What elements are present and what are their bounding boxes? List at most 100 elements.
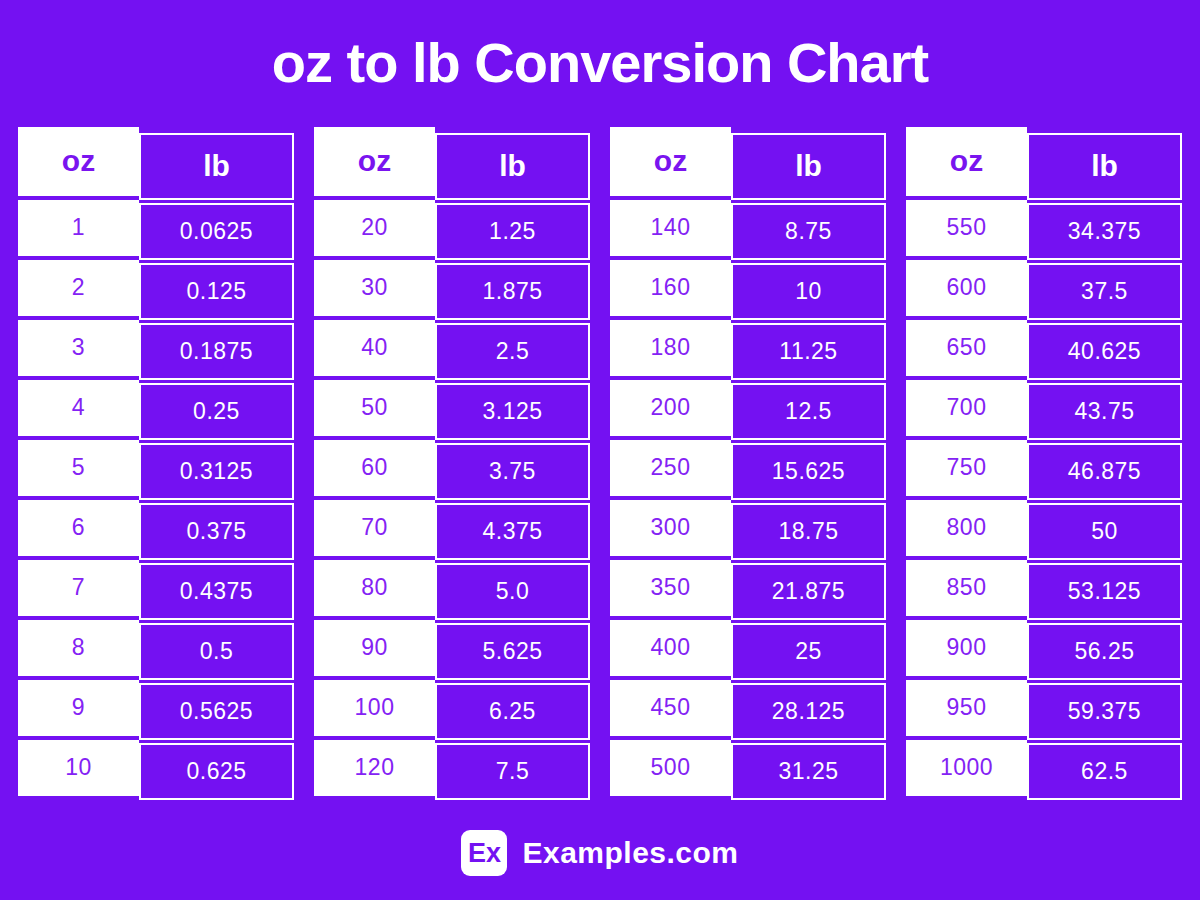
oz-value-cell: 3 [18, 320, 139, 376]
oz-value-cell: 950 [906, 680, 1027, 736]
lb-value-cell: 0.4375 [139, 563, 294, 620]
oz-value-cell: 250 [610, 440, 731, 496]
lb-value-cell: 0.5 [139, 623, 294, 680]
lb-value-cell: 2.5 [435, 323, 590, 380]
lb-value-cell: 0.625 [139, 743, 294, 800]
oz-value-cell: 900 [906, 620, 1027, 676]
oz-value-cell: 4 [18, 380, 139, 436]
lb-column: lb34.37537.540.62543.7546.8755053.12556.… [1027, 133, 1182, 800]
lb-value-cell: 0.375 [139, 503, 294, 560]
lb-value-cell: 59.375 [1027, 683, 1182, 740]
footer-site-name: Examples.com [522, 836, 738, 870]
lb-value-cell: 8.75 [731, 203, 886, 260]
lb-value-cell: 25 [731, 623, 886, 680]
oz-column: oz140160180200250300350400450500 [610, 127, 731, 796]
oz-column: oz5506006507007508008509009501000 [906, 127, 1027, 796]
footer-brand: Ex Examples.com [0, 830, 1200, 876]
lb-value-cell: 37.5 [1027, 263, 1182, 320]
oz-value-cell: 8 [18, 620, 139, 676]
oz-value-cell: 750 [906, 440, 1027, 496]
lb-value-cell: 21.875 [731, 563, 886, 620]
lb-column-header: lb [731, 133, 886, 200]
oz-value-cell: 500 [610, 740, 731, 796]
lb-value-cell: 0.1875 [139, 323, 294, 380]
oz-value-cell: 400 [610, 620, 731, 676]
oz-value-cell: 140 [610, 200, 731, 256]
oz-value-cell: 10 [18, 740, 139, 796]
oz-value-cell: 450 [610, 680, 731, 736]
lb-value-cell: 0.0625 [139, 203, 294, 260]
oz-value-cell: 850 [906, 560, 1027, 616]
lb-value-cell: 3.125 [435, 383, 590, 440]
oz-value-cell: 1 [18, 200, 139, 256]
lb-column-header: lb [139, 133, 294, 200]
oz-value-cell: 700 [906, 380, 1027, 436]
lb-column-header: lb [435, 133, 590, 200]
lb-value-cell: 6.25 [435, 683, 590, 740]
oz-column: oz12345678910 [18, 127, 139, 796]
lb-value-cell: 0.125 [139, 263, 294, 320]
oz-value-cell: 300 [610, 500, 731, 556]
oz-column-header: oz [314, 127, 435, 196]
lb-value-cell: 10 [731, 263, 886, 320]
lb-value-cell: 4.375 [435, 503, 590, 560]
lb-value-cell: 5.0 [435, 563, 590, 620]
oz-column-header: oz [18, 127, 139, 196]
lb-value-cell: 43.75 [1027, 383, 1182, 440]
oz-value-cell: 800 [906, 500, 1027, 556]
lb-value-cell: 7.5 [435, 743, 590, 800]
conversion-table: oz140160180200250300350400450500lb8.7510… [610, 127, 886, 800]
oz-value-cell: 80 [314, 560, 435, 616]
lb-value-cell: 11.25 [731, 323, 886, 380]
conversion-tables: oz12345678910lb0.06250.1250.18750.250.31… [18, 127, 1182, 800]
lb-value-cell: 53.125 [1027, 563, 1182, 620]
lb-value-cell: 28.125 [731, 683, 886, 740]
lb-value-cell: 18.75 [731, 503, 886, 560]
oz-value-cell: 2 [18, 260, 139, 316]
oz-value-cell: 7 [18, 560, 139, 616]
oz-value-cell: 40 [314, 320, 435, 376]
conversion-table: oz12345678910lb0.06250.1250.18750.250.31… [18, 127, 294, 800]
lb-column-header: lb [1027, 133, 1182, 200]
oz-value-cell: 600 [906, 260, 1027, 316]
lb-value-cell: 0.25 [139, 383, 294, 440]
conversion-table: oz5506006507007508008509009501000lb34.37… [906, 127, 1182, 800]
lb-column: lb0.06250.1250.18750.250.31250.3750.4375… [139, 133, 294, 800]
lb-value-cell: 12.5 [731, 383, 886, 440]
oz-column: oz2030405060708090100120 [314, 127, 435, 796]
lb-value-cell: 50 [1027, 503, 1182, 560]
oz-value-cell: 5 [18, 440, 139, 496]
lb-column: lb1.251.8752.53.1253.754.3755.05.6256.25… [435, 133, 590, 800]
lb-value-cell: 34.375 [1027, 203, 1182, 260]
oz-value-cell: 50 [314, 380, 435, 436]
oz-value-cell: 100 [314, 680, 435, 736]
page-title: oz to lb Conversion Chart [0, 0, 1200, 94]
oz-value-cell: 20 [314, 200, 435, 256]
lb-value-cell: 15.625 [731, 443, 886, 500]
lb-value-cell: 5.625 [435, 623, 590, 680]
lb-column: lb8.751011.2512.515.62518.7521.8752528.1… [731, 133, 886, 800]
oz-value-cell: 6 [18, 500, 139, 556]
oz-value-cell: 9 [18, 680, 139, 736]
lb-value-cell: 1.875 [435, 263, 590, 320]
oz-value-cell: 70 [314, 500, 435, 556]
conversion-table: oz2030405060708090100120lb1.251.8752.53.… [314, 127, 590, 800]
lb-value-cell: 1.25 [435, 203, 590, 260]
oz-value-cell: 160 [610, 260, 731, 316]
oz-value-cell: 30 [314, 260, 435, 316]
oz-value-cell: 200 [610, 380, 731, 436]
lb-value-cell: 3.75 [435, 443, 590, 500]
oz-column-header: oz [906, 127, 1027, 196]
oz-value-cell: 180 [610, 320, 731, 376]
oz-value-cell: 1000 [906, 740, 1027, 796]
lb-value-cell: 0.3125 [139, 443, 294, 500]
examples-logo-icon: Ex [461, 830, 507, 876]
oz-column-header: oz [610, 127, 731, 196]
lb-value-cell: 62.5 [1027, 743, 1182, 800]
lb-value-cell: 56.25 [1027, 623, 1182, 680]
lb-value-cell: 46.875 [1027, 443, 1182, 500]
oz-value-cell: 650 [906, 320, 1027, 376]
lb-value-cell: 0.5625 [139, 683, 294, 740]
oz-value-cell: 550 [906, 200, 1027, 256]
oz-value-cell: 120 [314, 740, 435, 796]
